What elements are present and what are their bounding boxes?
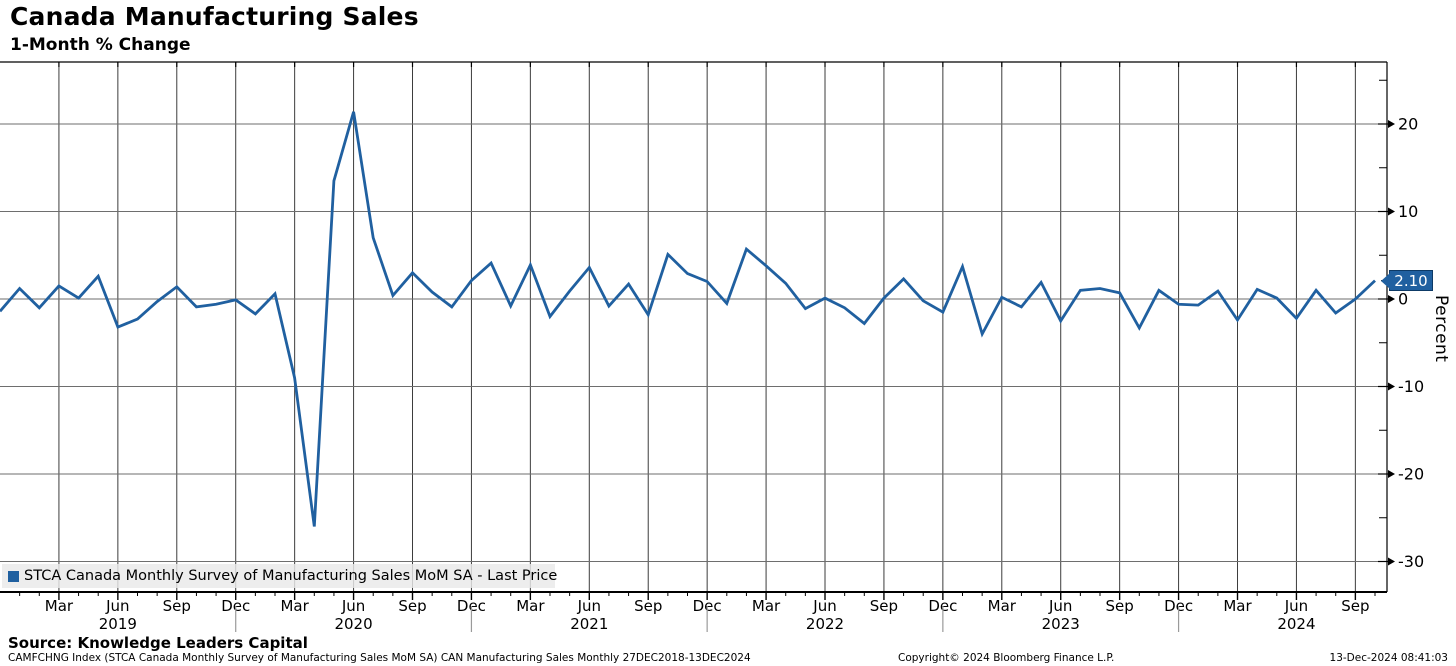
- svg-text:2022: 2022: [806, 615, 844, 633]
- legend-item[interactable]: STCA Canada Monthly Survey of Manufactur…: [2, 564, 558, 588]
- svg-text:2021: 2021: [570, 615, 608, 633]
- svg-text:Jun: Jun: [1048, 597, 1072, 615]
- svg-text:Jun: Jun: [105, 597, 129, 615]
- svg-text:Jun: Jun: [812, 597, 836, 615]
- svg-text:Jun: Jun: [341, 597, 365, 615]
- svg-text:Mar: Mar: [1223, 597, 1252, 615]
- footer-timestamp: 13-Dec-2024 08:41:03: [1329, 652, 1448, 664]
- svg-text:2019: 2019: [99, 615, 137, 633]
- last-price-tag[interactable]: 2.10: [1381, 270, 1433, 291]
- svg-text:Sep: Sep: [1106, 597, 1134, 615]
- svg-text:Sep: Sep: [1341, 597, 1369, 615]
- svg-text:2024: 2024: [1277, 615, 1315, 633]
- svg-text:Sep: Sep: [163, 597, 191, 615]
- svg-text:Mar: Mar: [988, 597, 1017, 615]
- svg-text:Sep: Sep: [870, 597, 898, 615]
- svg-text:0: 0: [1398, 290, 1408, 309]
- chart-subtitle: 1-Month % Change: [10, 35, 191, 55]
- svg-text:-10: -10: [1398, 377, 1424, 396]
- footer-row: CAMFCHNG Index (STCA Canada Monthly Surv…: [0, 652, 1456, 666]
- footer-description: CAMFCHNG Index (STCA Canada Monthly Surv…: [8, 652, 751, 664]
- svg-text:Mar: Mar: [280, 597, 309, 615]
- svg-text:-30: -30: [1398, 552, 1424, 571]
- svg-text:Jun: Jun: [577, 597, 601, 615]
- source-line: Source: Knowledge Leaders Capital: [8, 634, 308, 652]
- svg-text:Mar: Mar: [516, 597, 545, 615]
- legend-swatch-icon: [8, 570, 19, 582]
- svg-text:Sep: Sep: [634, 597, 662, 615]
- svg-text:Mar: Mar: [752, 597, 781, 615]
- svg-text:20: 20: [1398, 115, 1418, 134]
- svg-text:Jun: Jun: [1284, 597, 1308, 615]
- y-axis-title: Percent: [1431, 295, 1451, 363]
- svg-text:10: 10: [1398, 202, 1418, 221]
- svg-text:Sep: Sep: [398, 597, 426, 615]
- svg-text:2020: 2020: [334, 615, 372, 633]
- svg-text:-20: -20: [1398, 465, 1424, 484]
- page-title: Canada Manufacturing Sales: [10, 2, 419, 31]
- svg-text:2023: 2023: [1042, 615, 1080, 633]
- footer-copyright: Copyright© 2024 Bloomberg Finance L.P.: [898, 652, 1115, 664]
- legend-label: STCA Canada Monthly Survey of Manufactur…: [24, 568, 558, 584]
- svg-text:Mar: Mar: [45, 597, 74, 615]
